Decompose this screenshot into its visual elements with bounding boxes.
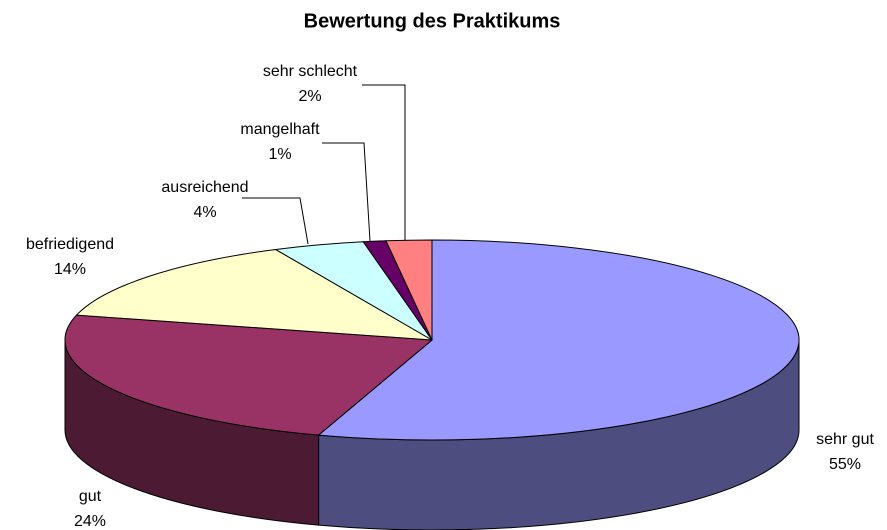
slice-label: sehr schlecht xyxy=(263,63,358,80)
slice xyxy=(75,248,433,341)
value-label: 55% xyxy=(829,456,861,473)
slice xyxy=(64,314,434,436)
leader-line xyxy=(362,84,406,240)
slice-label: gut xyxy=(79,488,102,505)
value-label: 14% xyxy=(54,261,86,278)
value-label: 2% xyxy=(298,88,321,105)
slice-label: befriedigend xyxy=(26,236,114,253)
slice-label: ausreichend xyxy=(161,179,248,196)
leader-line xyxy=(322,142,371,242)
value-label: 4% xyxy=(193,204,216,221)
leader-line xyxy=(242,197,309,245)
slice xyxy=(385,239,433,341)
value-label: 1% xyxy=(268,146,291,163)
value-label: 24% xyxy=(74,513,106,530)
chart-title: Bewertung des Praktikums xyxy=(304,10,561,32)
slice-label: mangelhaft xyxy=(240,121,320,138)
slice xyxy=(317,239,800,441)
slice-label: sehr gut xyxy=(816,431,874,448)
